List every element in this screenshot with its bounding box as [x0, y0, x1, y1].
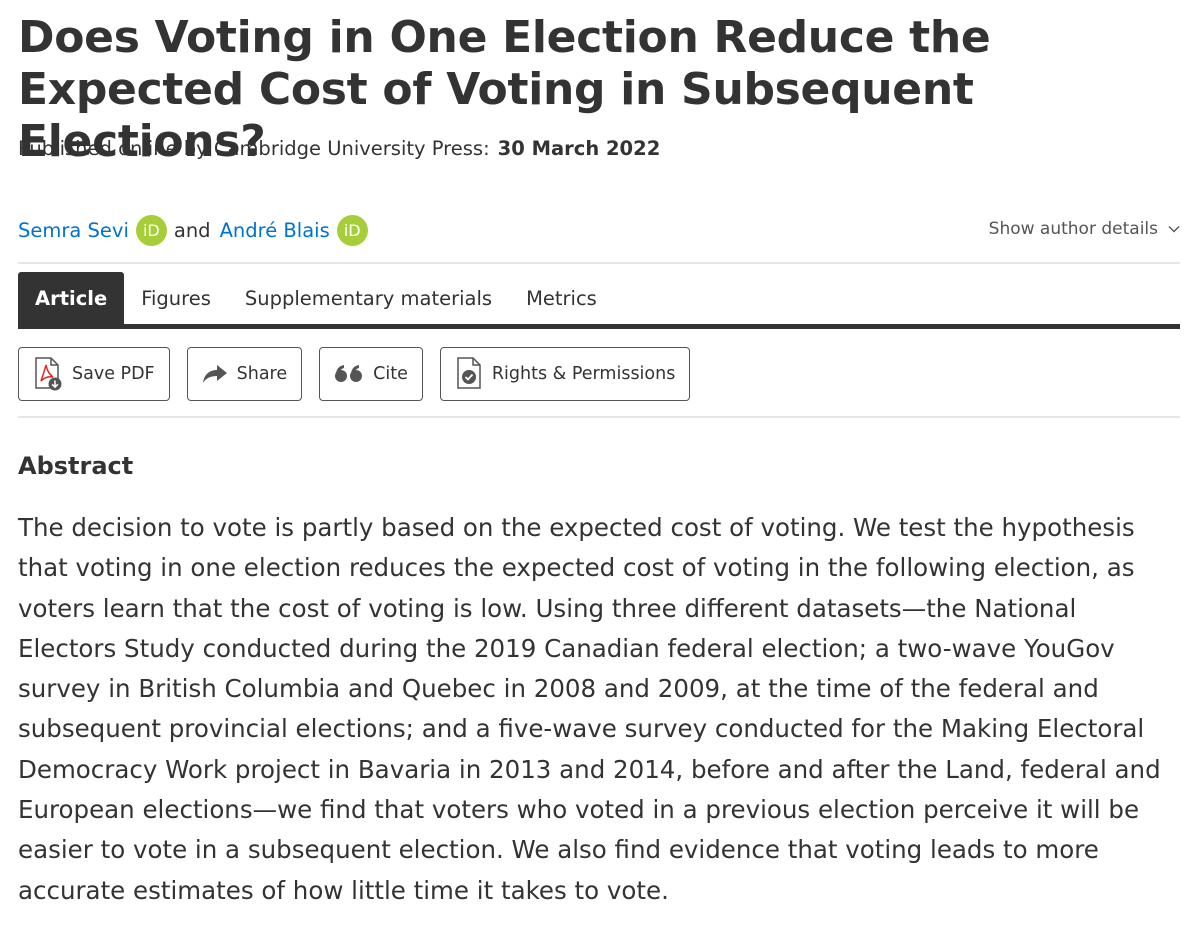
abstract-heading: Abstract: [18, 452, 134, 480]
divider: [18, 416, 1180, 418]
cite-label: Cite: [373, 364, 408, 384]
tab-metrics[interactable]: Metrics: [526, 286, 597, 310]
author-conjunction: and: [173, 218, 211, 242]
pdf-download-icon: [35, 357, 62, 391]
save-pdf-label: Save PDF: [72, 364, 155, 384]
published-label: Published online by Cambridge University…: [18, 137, 490, 160]
author-list: Semra Sevi iD and André Blais iD: [18, 214, 375, 246]
published-date: 30 March 2022: [497, 137, 661, 160]
orcid-icon[interactable]: iD: [336, 214, 368, 246]
rights-permissions-label: Rights & Permissions: [491, 364, 676, 384]
tab-figures[interactable]: Figures: [141, 286, 211, 310]
abstract-text: The decision to vote is partly based on …: [18, 513, 1161, 905]
save-pdf-button[interactable]: Save PDF: [18, 347, 170, 401]
show-author-details-toggle[interactable]: Show author details: [989, 216, 1180, 242]
document-check-icon: [457, 357, 481, 389]
share-label: Share: [236, 364, 288, 384]
tab-supplementary-materials[interactable]: Supplementary materials: [244, 286, 493, 310]
share-button[interactable]: Share: [186, 347, 303, 401]
divider: [18, 262, 1180, 264]
cite-button[interactable]: Cite: [319, 347, 423, 401]
article-actions: Save PDF Share Cite Rights & Permissions: [18, 347, 707, 401]
show-author-details-label: Show author details: [988, 219, 1158, 239]
share-arrow-icon: [202, 365, 227, 383]
quote-icon: [335, 365, 363, 382]
publication-info: Published online by Cambridge University…: [18, 136, 660, 162]
chevron-down-icon: [1168, 226, 1180, 233]
tab-underline: [18, 324, 1180, 329]
rights-permissions-button[interactable]: Rights & Permissions: [439, 347, 691, 401]
article-tabs: Article Figures Supplementary materials …: [18, 272, 1180, 324]
tab-article[interactable]: Article: [18, 272, 125, 324]
author-link-andre-blais[interactable]: André Blais: [219, 218, 330, 242]
orcid-icon[interactable]: iD: [135, 214, 167, 246]
article-title: Does Voting in One Election Reduce the E…: [18, 12, 991, 167]
author-link-semra-sevi[interactable]: Semra Sevi: [18, 218, 129, 242]
